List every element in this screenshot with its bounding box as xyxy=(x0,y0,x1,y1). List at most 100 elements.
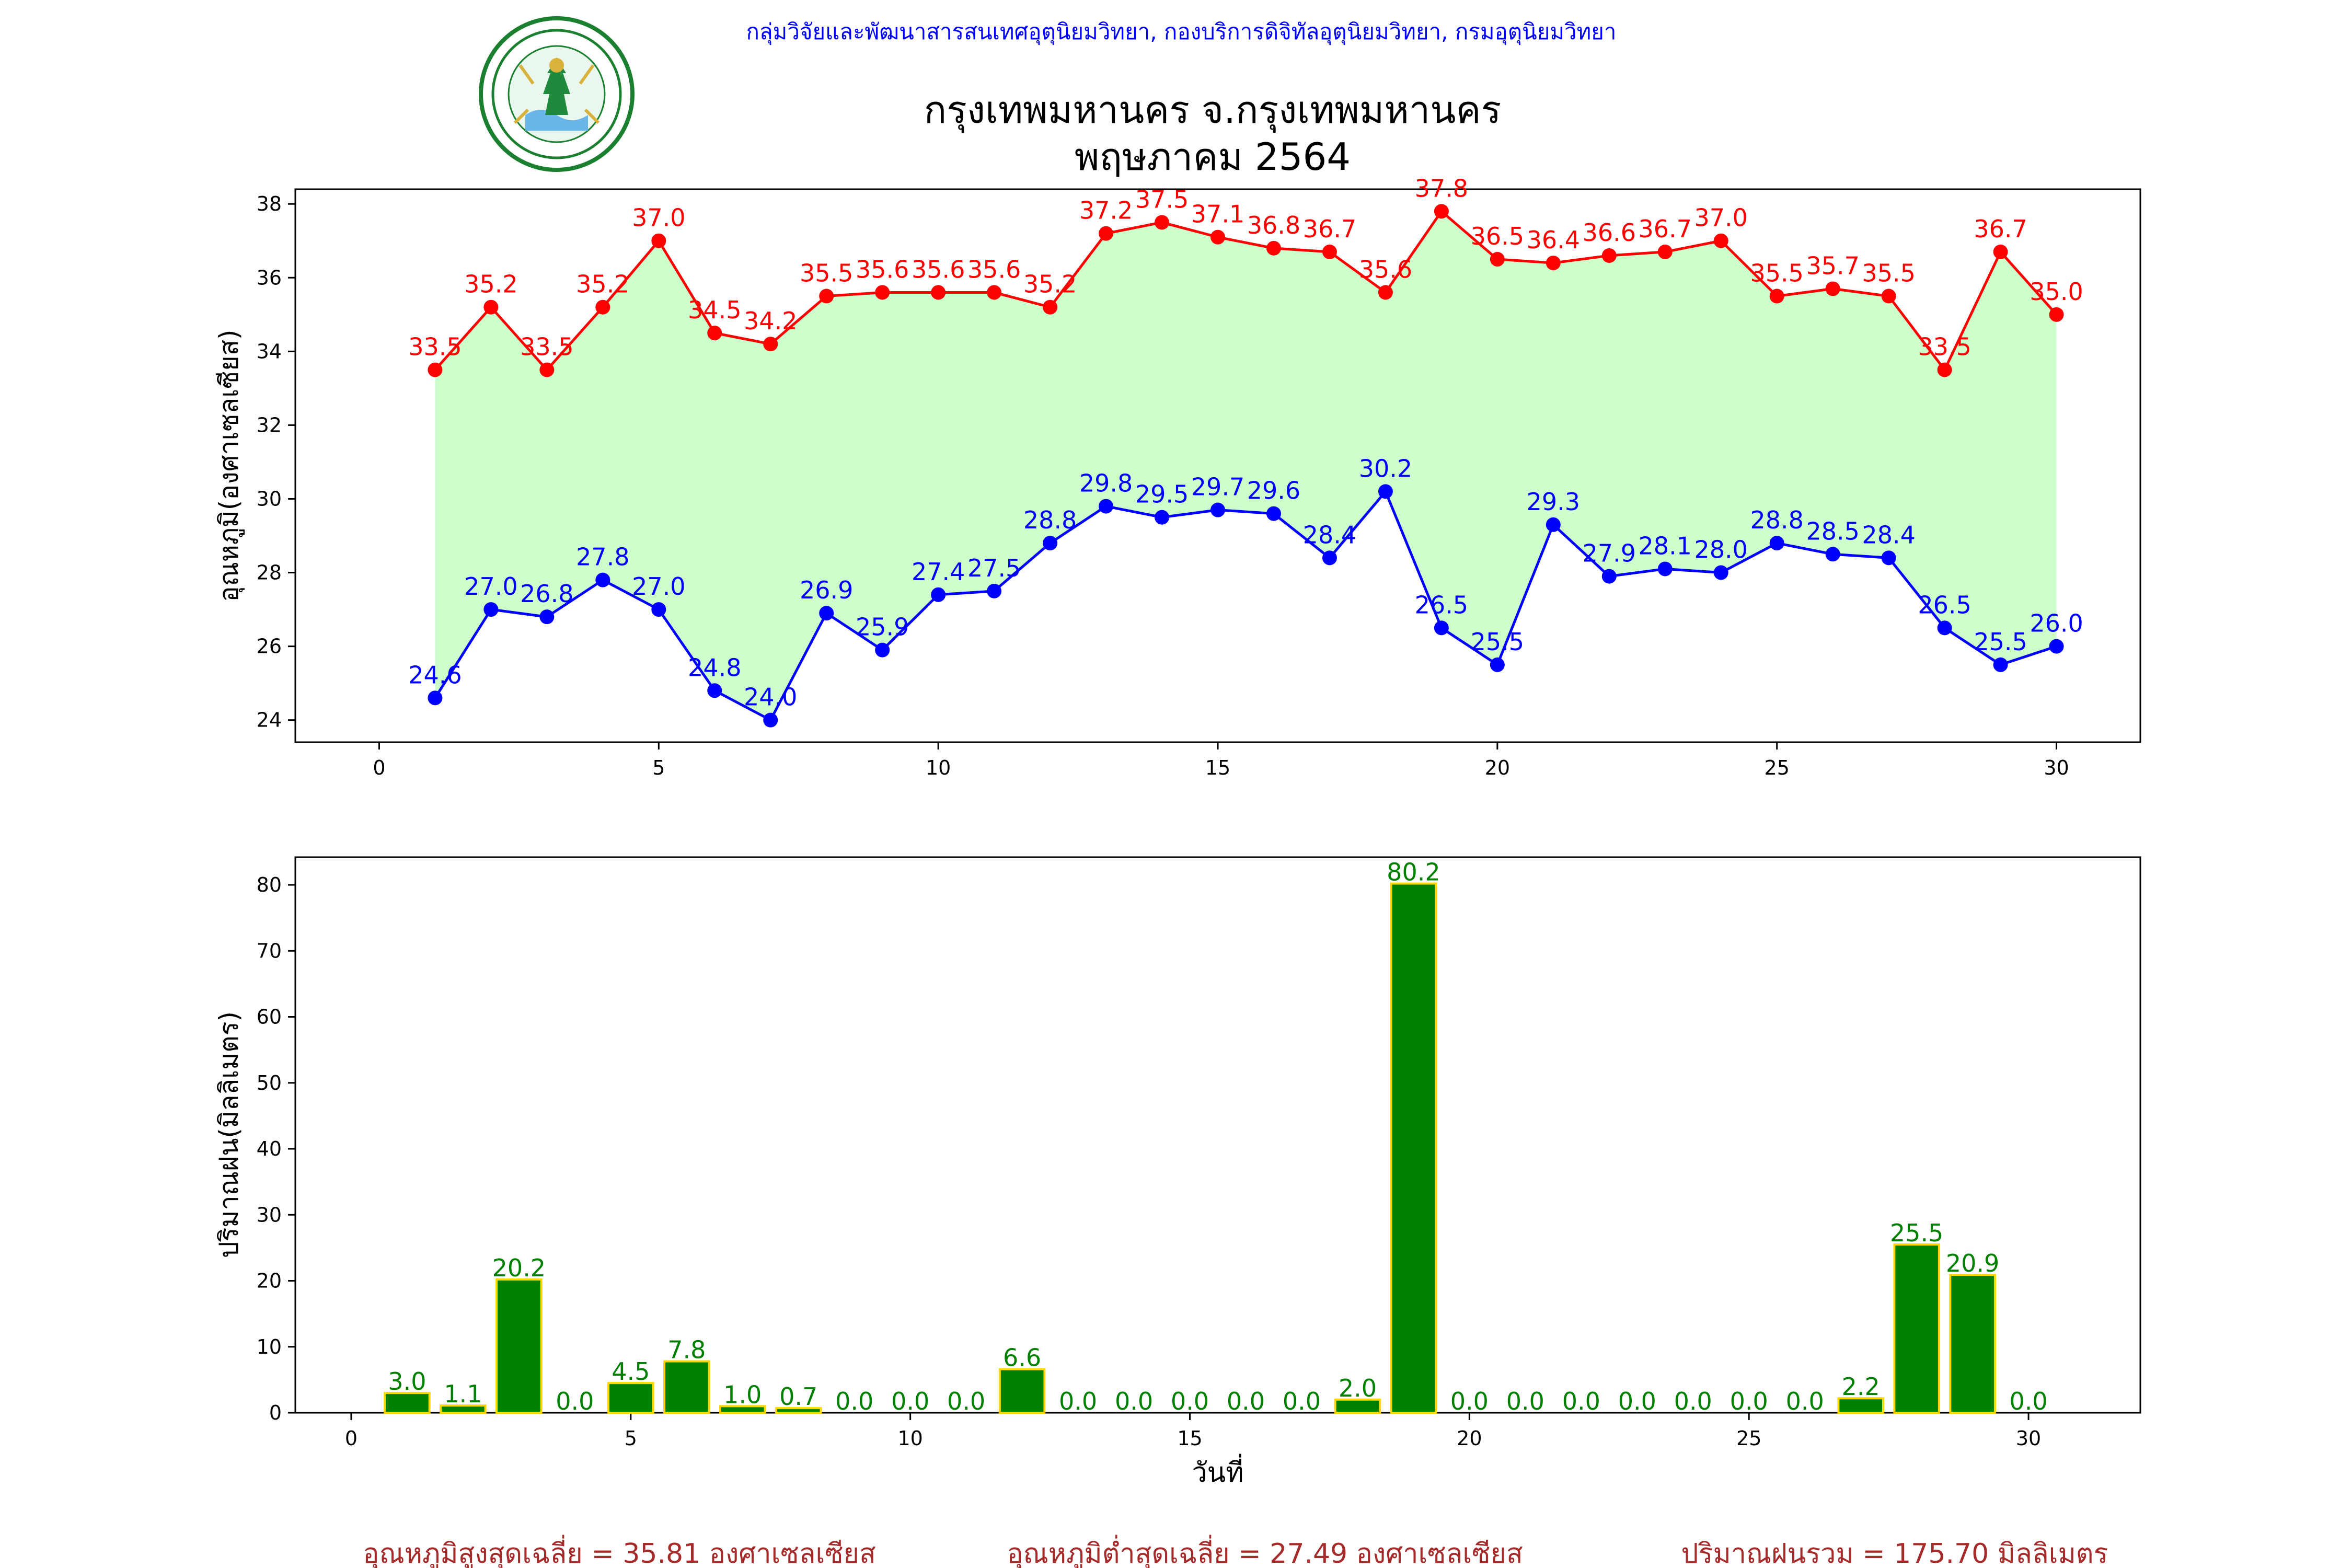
max-temp-point xyxy=(875,285,890,300)
y-tick-label: 80 xyxy=(257,873,282,896)
max-temp-data-label: 35.5 xyxy=(1862,259,1915,287)
x-tick-label: 15 xyxy=(1177,1427,1202,1450)
min-temp-point xyxy=(1769,536,1784,551)
rain-data-label: 0.0 xyxy=(835,1387,873,1415)
max-temp-data-label: 36.7 xyxy=(1974,215,2027,243)
min-temp-data-label: 27.0 xyxy=(632,572,685,601)
rain-bar xyxy=(495,1278,543,1414)
min-temp-data-label: 29.6 xyxy=(1247,477,1300,505)
temperature-chart: อุณหภูมิ(องศาเซลเซียส) 0 5 10 15 20 25 30 24 26 2… xyxy=(214,174,2141,779)
y-tick-label: 0 xyxy=(269,1401,282,1424)
rain-bar xyxy=(998,1368,1046,1414)
rain-data-label: 0.0 xyxy=(1171,1387,1209,1415)
min-temp-point xyxy=(1937,620,1952,636)
y-tick-label: 28 xyxy=(257,561,282,584)
meteorological-department-logo xyxy=(479,16,635,172)
max-temp-point xyxy=(931,285,946,300)
x-tick-label: 0 xyxy=(345,1427,358,1450)
rain-data-label: 0.0 xyxy=(1283,1387,1321,1415)
max-temp-point xyxy=(1601,248,1617,263)
min-temp-point xyxy=(1043,536,1058,551)
max-temp-data-label: 35.6 xyxy=(856,255,909,283)
temperature-range-fill xyxy=(435,211,2057,720)
max-temp-point xyxy=(1043,299,1058,315)
rain-data-label: 0.0 xyxy=(1059,1387,1097,1415)
max-temp-data-label: 35.2 xyxy=(464,270,517,298)
x-tick-label: 25 xyxy=(1765,756,1790,779)
rain-bar xyxy=(607,1382,654,1414)
max-temp-point xyxy=(1378,285,1393,300)
max-temp-point xyxy=(539,362,555,377)
max-temp-data-label: 35.6 xyxy=(1359,255,1412,283)
y-tick-label: 50 xyxy=(257,1071,282,1094)
min-temp-data-label: 26.5 xyxy=(1415,591,1468,619)
min-temp-point xyxy=(483,602,499,617)
x-tick-label: 10 xyxy=(897,1427,923,1450)
min-temp-data-label: 27.8 xyxy=(576,543,629,571)
y-tick-label: 60 xyxy=(257,1006,282,1029)
max-temp-point xyxy=(483,299,499,315)
max-temp-data-label: 36.8 xyxy=(1247,211,1300,239)
min-temp-point xyxy=(931,587,946,602)
max-temp-point xyxy=(1769,289,1784,304)
min-temp-data-label: 27.9 xyxy=(1583,539,1636,568)
y-tick-label: 34 xyxy=(257,340,282,363)
avg-max-temp-text: อุณหภูมิสูงสุดเฉลี่ย = 35.81 องศาเซลเซีย… xyxy=(363,1535,876,1568)
total-rain-text: ปริมาณฝนรวม = 175.70 มิลลิเมตร xyxy=(1681,1538,2108,1568)
max-temp-point xyxy=(1322,244,1337,259)
x-tick-label: 30 xyxy=(2044,756,2069,779)
y-tick-label: 32 xyxy=(257,413,282,436)
min-temp-data-label: 28.8 xyxy=(1750,506,1803,534)
max-temp-point xyxy=(707,326,722,341)
y-tick-label: 20 xyxy=(257,1270,282,1293)
min-temp-point xyxy=(1825,547,1840,562)
y-tick-label: 38 xyxy=(257,192,282,215)
min-temp-point xyxy=(428,690,443,706)
max-temp-data-label: 36.6 xyxy=(1583,218,1636,247)
max-temp-data-label: 35.2 xyxy=(576,270,629,298)
rain-data-label: 2.0 xyxy=(1339,1374,1377,1402)
min-temp-data-label: 27.5 xyxy=(967,554,1021,582)
min-temp-point xyxy=(707,683,722,698)
min-temp-data-label: 26.5 xyxy=(1918,591,1971,619)
min-temp-point xyxy=(1993,657,2008,672)
min-temp-data-label: 26.9 xyxy=(800,576,853,604)
chart-title-line1: กรุงเทพมหานคร จ.กรุงเทพมหานคร xyxy=(924,88,1502,133)
max-temp-point xyxy=(1713,233,1728,248)
x-tick-label: 5 xyxy=(652,756,665,779)
rain-data-label: 0.0 xyxy=(947,1387,985,1415)
min-temp-point xyxy=(1546,517,1561,532)
rain-data-label: 0.0 xyxy=(2009,1387,2047,1415)
min-temp-data-label: 25.5 xyxy=(1974,628,2027,656)
rain-data-label: 25.5 xyxy=(1890,1219,1943,1247)
x-tick-label: 30 xyxy=(2016,1427,2041,1450)
rainfall-y-axis-label: ปริมาณฝน(มิลลิเมตร) xyxy=(214,1011,244,1258)
rain-data-label: 3.0 xyxy=(388,1367,426,1396)
rain-data-label: 0.0 xyxy=(556,1387,594,1415)
min-temp-data-label: 29.5 xyxy=(1135,480,1189,509)
min-temp-point xyxy=(1099,499,1114,514)
y-tick-label: 26 xyxy=(257,635,282,658)
y-tick-label: 10 xyxy=(257,1335,282,1358)
agency-header: กลุ่มวิจัยและพัฒนาสารสนเทศอุตุนิยมวิทยา,… xyxy=(746,19,1616,45)
min-temp-point xyxy=(1378,484,1393,499)
max-temp-data-label: 34.5 xyxy=(688,296,741,324)
rain-bar xyxy=(1390,882,1437,1414)
max-temp-point xyxy=(1434,204,1449,219)
min-temp-point xyxy=(987,583,1002,598)
max-temp-data-label: 33.5 xyxy=(408,333,462,361)
max-temp-point xyxy=(1490,252,1505,267)
rain-data-label: 2.2 xyxy=(1842,1373,1880,1401)
rain-data-label: 0.0 xyxy=(891,1387,929,1415)
max-temp-point xyxy=(1937,362,1952,377)
min-temp-point xyxy=(819,606,834,621)
x-tick-label: 10 xyxy=(926,756,951,779)
x-tick-label: 25 xyxy=(1736,1427,1761,1450)
min-temp-data-label: 24.0 xyxy=(744,683,797,711)
max-temp-data-label: 35.7 xyxy=(1806,251,1859,280)
min-temp-data-label: 29.3 xyxy=(1527,488,1580,516)
min-temp-data-label: 28.0 xyxy=(1694,536,1748,564)
max-temp-data-label: 35.0 xyxy=(2030,278,2083,306)
rain-data-label: 0.0 xyxy=(1618,1387,1656,1415)
min-temp-data-label: 27.0 xyxy=(464,572,517,601)
